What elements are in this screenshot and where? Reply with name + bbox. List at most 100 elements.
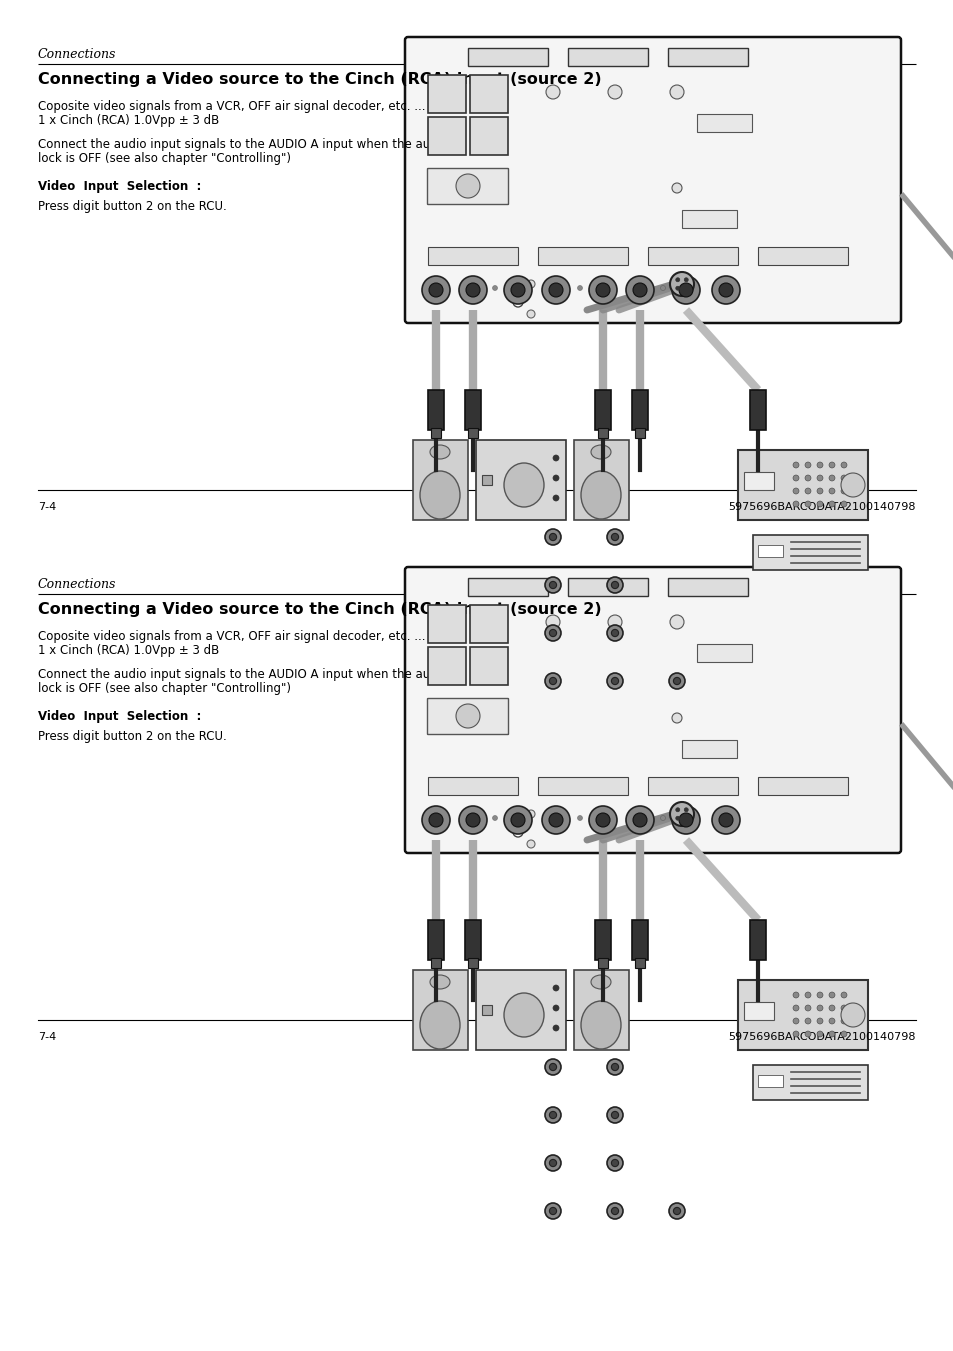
Circle shape bbox=[549, 534, 556, 540]
Bar bbox=[468, 428, 477, 438]
Circle shape bbox=[611, 1159, 618, 1167]
Circle shape bbox=[633, 282, 646, 297]
Circle shape bbox=[792, 476, 799, 481]
Circle shape bbox=[606, 626, 622, 640]
Circle shape bbox=[671, 182, 681, 193]
Bar bbox=[470, 647, 507, 685]
Circle shape bbox=[606, 673, 622, 689]
Circle shape bbox=[841, 1005, 846, 1011]
Circle shape bbox=[606, 1155, 622, 1171]
Circle shape bbox=[841, 1031, 846, 1038]
Circle shape bbox=[526, 309, 535, 317]
Text: C H: C H bbox=[952, 253, 953, 259]
Ellipse shape bbox=[419, 1001, 459, 1048]
Circle shape bbox=[841, 462, 846, 467]
Circle shape bbox=[841, 473, 864, 497]
Text: 7-4: 7-4 bbox=[38, 1032, 56, 1042]
Circle shape bbox=[625, 807, 654, 834]
Circle shape bbox=[553, 455, 558, 461]
Bar bbox=[758, 1075, 782, 1088]
Circle shape bbox=[675, 816, 679, 820]
Circle shape bbox=[711, 807, 740, 834]
Ellipse shape bbox=[590, 975, 610, 989]
FancyBboxPatch shape bbox=[405, 36, 900, 323]
Bar bbox=[681, 209, 737, 228]
Circle shape bbox=[611, 1112, 618, 1119]
Circle shape bbox=[792, 1019, 799, 1024]
Ellipse shape bbox=[590, 444, 610, 459]
Circle shape bbox=[526, 811, 535, 817]
Bar bbox=[749, 390, 765, 430]
Circle shape bbox=[607, 615, 621, 630]
Circle shape bbox=[671, 713, 681, 723]
Circle shape bbox=[544, 1059, 560, 1075]
Circle shape bbox=[541, 807, 569, 834]
Circle shape bbox=[804, 992, 810, 998]
Circle shape bbox=[492, 285, 497, 290]
Circle shape bbox=[669, 615, 683, 630]
Circle shape bbox=[669, 802, 693, 825]
Circle shape bbox=[625, 276, 654, 304]
Circle shape bbox=[503, 807, 532, 834]
Circle shape bbox=[456, 704, 479, 728]
Ellipse shape bbox=[430, 444, 450, 459]
Circle shape bbox=[816, 501, 822, 507]
Circle shape bbox=[792, 488, 799, 494]
Circle shape bbox=[792, 1031, 799, 1038]
Circle shape bbox=[513, 297, 522, 307]
Bar bbox=[470, 118, 507, 155]
Bar bbox=[468, 958, 477, 969]
Bar bbox=[635, 958, 644, 969]
Circle shape bbox=[548, 282, 562, 297]
Circle shape bbox=[458, 807, 486, 834]
Circle shape bbox=[804, 501, 810, 507]
Circle shape bbox=[606, 1106, 622, 1123]
Circle shape bbox=[553, 494, 558, 501]
Circle shape bbox=[804, 1005, 810, 1011]
Bar bbox=[428, 920, 443, 961]
Bar bbox=[635, 428, 644, 438]
Circle shape bbox=[804, 476, 810, 481]
Circle shape bbox=[804, 488, 810, 494]
Circle shape bbox=[804, 1031, 810, 1038]
Circle shape bbox=[828, 476, 834, 481]
Circle shape bbox=[668, 673, 684, 689]
Circle shape bbox=[828, 488, 834, 494]
Bar bbox=[749, 920, 765, 961]
Text: 7-4: 7-4 bbox=[38, 503, 56, 512]
Circle shape bbox=[841, 501, 846, 507]
Circle shape bbox=[816, 1005, 822, 1011]
Circle shape bbox=[511, 813, 524, 827]
Bar bbox=[697, 644, 751, 662]
Text: Press digit button 2 on the RCU.: Press digit button 2 on the RCU. bbox=[38, 200, 227, 213]
Circle shape bbox=[549, 1112, 556, 1119]
Bar bbox=[481, 476, 492, 485]
Bar bbox=[413, 440, 468, 520]
Circle shape bbox=[828, 1031, 834, 1038]
Text: Coposite video signals from a VCR, OFF air signal decoder, etc. ...: Coposite video signals from a VCR, OFF a… bbox=[38, 630, 425, 643]
Circle shape bbox=[675, 808, 679, 812]
Bar bbox=[468, 49, 547, 66]
Text: Connect the audio input signals to the AUDIO A input when the audio: Connect the audio input signals to the A… bbox=[38, 138, 448, 151]
Circle shape bbox=[553, 476, 558, 481]
Bar bbox=[481, 1005, 492, 1015]
Circle shape bbox=[509, 280, 517, 288]
Circle shape bbox=[719, 282, 732, 297]
Circle shape bbox=[588, 807, 617, 834]
Bar bbox=[428, 390, 443, 430]
Circle shape bbox=[596, 282, 609, 297]
Bar bbox=[470, 605, 507, 643]
Text: Connecting a Video source to the Cinch (RCA) input (source 2): Connecting a Video source to the Cinch (… bbox=[38, 72, 601, 86]
Bar bbox=[631, 390, 647, 430]
Circle shape bbox=[421, 276, 450, 304]
Bar bbox=[428, 647, 465, 685]
Circle shape bbox=[633, 813, 646, 827]
Text: Video  Input  Selection  :: Video Input Selection : bbox=[38, 711, 201, 723]
Bar bbox=[758, 544, 782, 557]
Bar bbox=[738, 450, 867, 520]
Circle shape bbox=[526, 840, 535, 848]
Bar bbox=[697, 113, 751, 132]
Text: Connections: Connections bbox=[38, 578, 116, 590]
Circle shape bbox=[526, 280, 535, 288]
Circle shape bbox=[671, 276, 700, 304]
